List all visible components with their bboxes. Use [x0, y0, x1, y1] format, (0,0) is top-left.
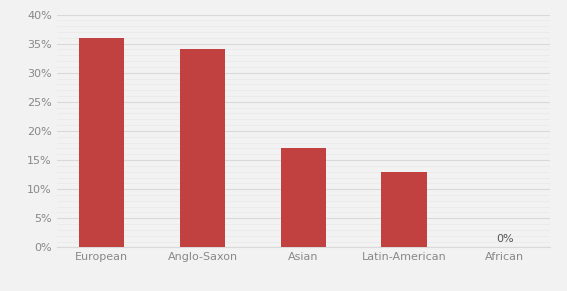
- Text: 0%: 0%: [496, 235, 514, 244]
- Text: 13%: 13%: [392, 235, 416, 244]
- Bar: [382, 172, 427, 247]
- Text: 34%: 34%: [190, 235, 215, 244]
- Bar: [281, 148, 326, 247]
- Bar: [79, 38, 125, 247]
- Text: 17%: 17%: [291, 235, 316, 244]
- Bar: [180, 49, 225, 247]
- Text: 36%: 36%: [90, 235, 114, 244]
